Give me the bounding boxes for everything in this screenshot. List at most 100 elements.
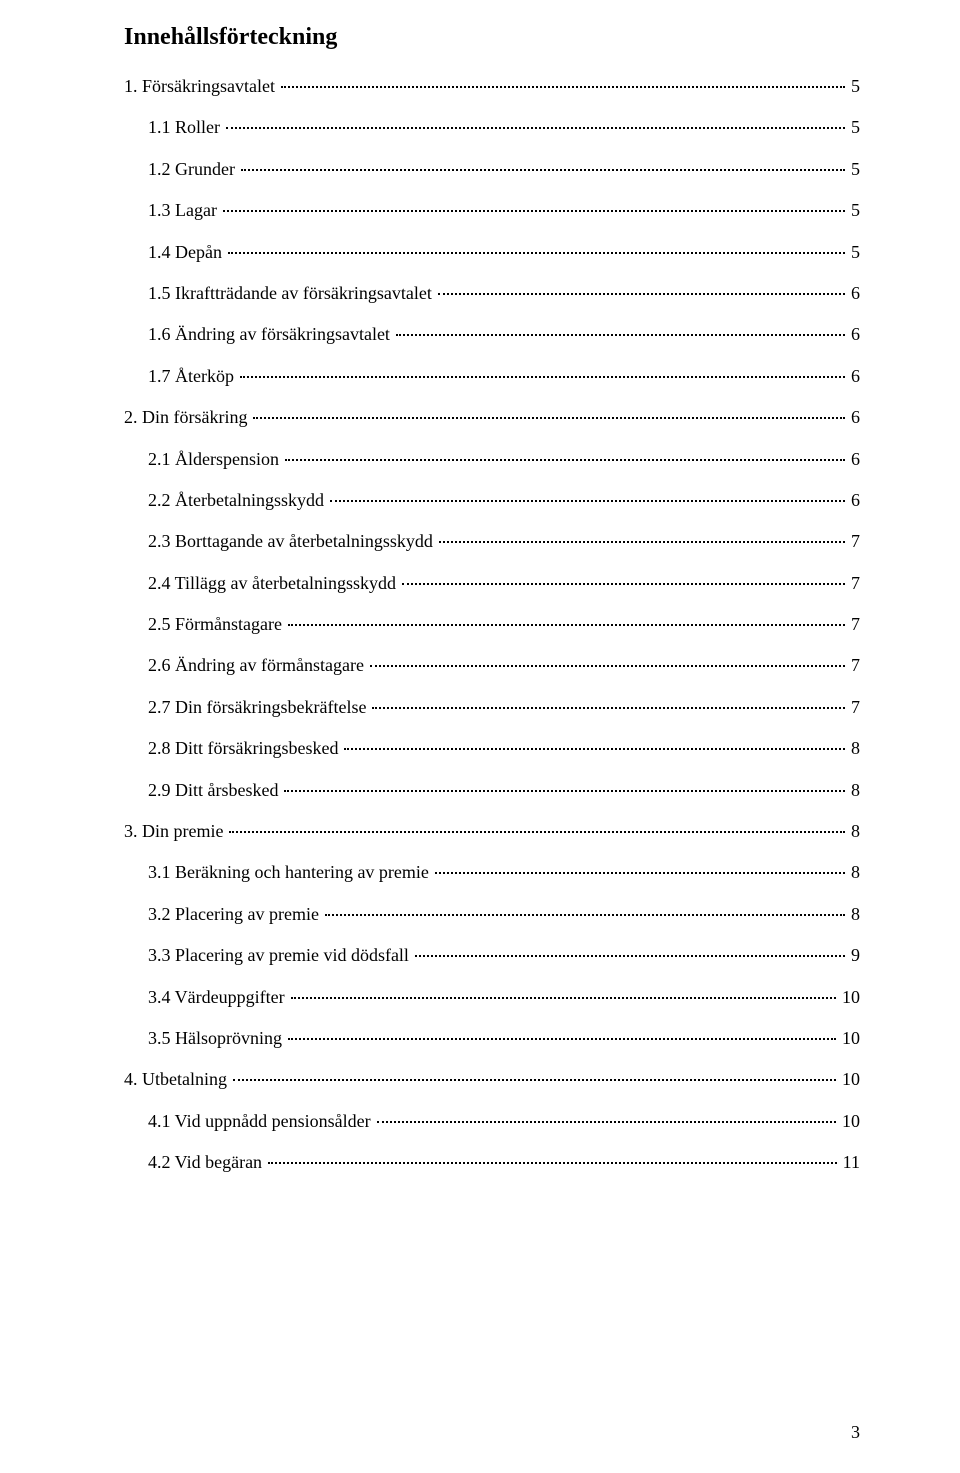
toc-entry-label: 2.9 Ditt årsbesked: [148, 779, 282, 802]
toc-entry-page: 8: [847, 737, 860, 760]
toc-entry: 2. Din försäkring 6: [124, 406, 860, 429]
toc-leader: [377, 1121, 836, 1123]
toc-entry-label: 1.1 Roller: [148, 116, 224, 139]
toc-entry-page: 10: [838, 1110, 860, 1133]
toc-leader: [438, 293, 845, 295]
toc-entry-page: 10: [838, 1027, 860, 1050]
toc-entry-label: 3. Din premie: [124, 820, 227, 843]
toc-leader: [415, 955, 845, 957]
toc-entry-label: 1.4 Depån: [148, 241, 226, 264]
toc-entry: 1.7 Återköp 6: [148, 365, 860, 388]
toc-entry: 2.2 Återbetalningsskydd 6: [148, 489, 860, 512]
toc-leader: [372, 707, 845, 709]
toc-entry: 4.2 Vid begäran11: [148, 1151, 860, 1174]
toc-leader: [223, 210, 845, 212]
toc-entry-page: 8: [847, 903, 860, 926]
toc-entry-page: 5: [847, 75, 860, 98]
toc-entry: 4.1 Vid uppnådd pensionsålder 10: [148, 1110, 860, 1133]
toc-entry-page: 6: [847, 406, 860, 429]
toc-entry-label: 1.6 Ändring av försäkringsavtalet: [148, 323, 394, 346]
toc-entry: 4. Utbetalning10: [124, 1068, 860, 1091]
toc-entry-label: 2.3 Borttagande av återbetalningsskydd: [148, 530, 437, 553]
toc-entry: 2.8 Ditt försäkringsbesked 8: [148, 737, 860, 760]
toc-leader: [240, 376, 845, 378]
toc-entry: 3.3 Placering av premie vid dödsfall 9: [148, 944, 860, 967]
toc-entry-label: 3.5 Hälsoprövning: [148, 1027, 286, 1050]
toc-leader: [241, 169, 845, 171]
toc-entry-page: 6: [847, 448, 860, 471]
toc-entry: 1. Försäkringsavtalet 5: [124, 75, 860, 98]
toc-entry: 3.2 Placering av premie 8: [148, 903, 860, 926]
toc-entry-label: 1. Försäkringsavtalet: [124, 75, 279, 98]
toc-entry: 3.4 Värdeuppgifter 10: [148, 986, 860, 1009]
toc-leader: [281, 86, 845, 88]
toc-leader: [291, 997, 836, 999]
toc-entry-page: 5: [847, 241, 860, 264]
toc-entry-page: 5: [847, 116, 860, 139]
toc-leader: [233, 1079, 836, 1081]
toc-entry: 1.4 Depån 5: [148, 241, 860, 264]
toc-entry-page: 9: [847, 944, 860, 967]
toc-entry: 2.5 Förmånstagare7: [148, 613, 860, 636]
toc-entry-label: 1.7 Återköp: [148, 365, 238, 388]
toc-entry: 2.4 Tillägg av återbetalningsskydd 7: [148, 572, 860, 595]
toc-entry-label: 3.3 Placering av premie vid dödsfall: [148, 944, 413, 967]
toc-entry: 1.2 Grunder 5: [148, 158, 860, 181]
toc-entry-label: 2.2 Återbetalningsskydd: [148, 489, 328, 512]
toc-entry: 2.9 Ditt årsbesked 8: [148, 779, 860, 802]
toc-entry: 1.6 Ändring av försäkringsavtalet6: [148, 323, 860, 346]
toc-entry-page: 11: [839, 1151, 860, 1174]
toc-entry-label: 4.1 Vid uppnådd pensionsålder: [148, 1110, 375, 1133]
toc-leader: [330, 500, 845, 502]
toc-entry-page: 7: [847, 696, 860, 719]
toc-leader: [288, 624, 845, 626]
toc-entry: 1.5 Ikraftträdande av försäkringsavtalet…: [148, 282, 860, 305]
toc-leader: [439, 541, 845, 543]
toc-entry-page: 6: [847, 489, 860, 512]
toc-entry-page: 7: [847, 572, 860, 595]
toc-leader: [285, 459, 845, 461]
toc-leader: [229, 831, 845, 833]
toc-entry-page: 7: [847, 613, 860, 636]
toc-leader: [344, 748, 845, 750]
toc-title: Innehållsförteckning: [124, 24, 860, 51]
toc-entry-label: 4. Utbetalning: [124, 1068, 231, 1091]
toc-entry-label: 1.3 Lagar: [148, 199, 221, 222]
toc-leader: [325, 914, 845, 916]
toc-leader: [402, 583, 845, 585]
toc-entry-page: 6: [847, 365, 860, 388]
toc-entry-label: 1.2 Grunder: [148, 158, 239, 181]
toc-entry-page: 8: [847, 779, 860, 802]
toc-entry-page: 7: [847, 530, 860, 553]
toc-entry: 3. Din premie 8: [124, 820, 860, 843]
toc-entry-label: 3.2 Placering av premie: [148, 903, 323, 926]
toc-leader: [396, 334, 845, 336]
toc-leader: [226, 127, 845, 129]
toc-leader: [284, 790, 845, 792]
toc-leader: [268, 1162, 837, 1164]
page-number: 3: [851, 1422, 860, 1443]
toc-entry-page: 10: [838, 986, 860, 1009]
toc-entry: 2.7 Din försäkringsbekräftelse 7: [148, 696, 860, 719]
toc-leader: [370, 665, 845, 667]
toc-entry: 3.5 Hälsoprövning 10: [148, 1027, 860, 1050]
toc-entry-page: 7: [847, 654, 860, 677]
toc-entry-label: 2.6 Ändring av förmånstagare: [148, 654, 368, 677]
toc-entry-page: 8: [847, 820, 860, 843]
toc-leader: [253, 417, 845, 419]
toc-entry-label: 2.4 Tillägg av återbetalningsskydd: [148, 572, 400, 595]
toc-entry: 2.1 Ålderspension 6: [148, 448, 860, 471]
toc-entry-label: 2.7 Din försäkringsbekräftelse: [148, 696, 370, 719]
toc-entry-page: 6: [847, 282, 860, 305]
toc-entry-label: 2.8 Ditt försäkringsbesked: [148, 737, 342, 760]
toc-entry-page: 8: [847, 861, 860, 884]
toc-entry: 1.1 Roller 5: [148, 116, 860, 139]
toc-entry-label: 3.1 Beräkning och hantering av premie: [148, 861, 433, 884]
toc-entry-label: 2. Din försäkring: [124, 406, 251, 429]
toc-entry-page: 5: [847, 158, 860, 181]
toc-entry-label: 2.1 Ålderspension: [148, 448, 283, 471]
toc-entry: 1.3 Lagar5: [148, 199, 860, 222]
toc-list: 1. Försäkringsavtalet51.1 Roller51.2 Gru…: [124, 75, 860, 1175]
toc-entry-label: 3.4 Värdeuppgifter: [148, 986, 289, 1009]
toc-entry: 3.1 Beräkning och hantering av premie 8: [148, 861, 860, 884]
